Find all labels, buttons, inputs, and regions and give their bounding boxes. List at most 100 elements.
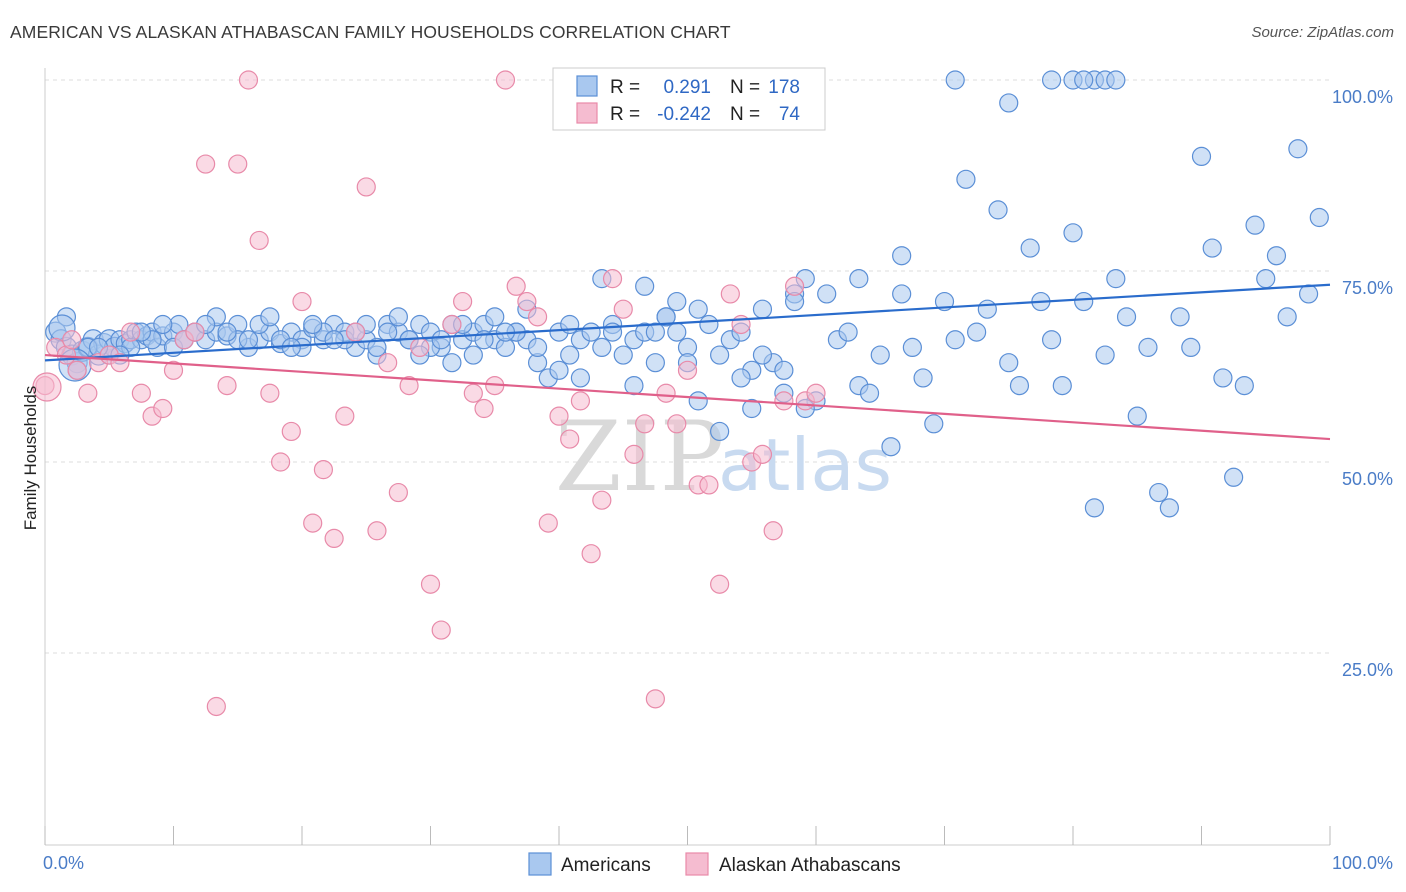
data-point — [549, 360, 569, 380]
data-point — [431, 620, 451, 640]
data-point — [892, 284, 912, 304]
data-point — [206, 696, 226, 717]
data-point — [817, 284, 837, 304]
data-point — [934, 291, 955, 312]
bottom-legend-swatch-athabascans — [685, 852, 709, 876]
data-point — [945, 70, 965, 90]
data-point — [1234, 376, 1254, 396]
data-point — [1309, 207, 1329, 228]
data-point-large — [32, 372, 62, 402]
data-point — [367, 521, 387, 541]
data-point — [67, 360, 87, 380]
data-point — [485, 307, 505, 327]
data-point — [688, 391, 708, 411]
data-point — [495, 70, 516, 90]
data-point — [752, 444, 773, 464]
data-point — [677, 360, 698, 380]
data-point — [442, 353, 462, 373]
data-point — [624, 444, 644, 464]
data-point — [399, 376, 419, 396]
data-point — [656, 307, 676, 327]
data-point — [913, 368, 933, 388]
data-point — [1074, 70, 1094, 90]
data-point — [870, 345, 890, 365]
chart-title: AMERICAN VS ALASKAN ATHABASCAN FAMILY HO… — [10, 22, 731, 42]
data-point — [1041, 70, 1062, 90]
bottom-legend-athabascans: Alaskan Athabascans — [719, 855, 901, 876]
data-point — [838, 322, 858, 342]
data-point — [635, 276, 655, 296]
data-point — [645, 353, 665, 373]
data-point — [527, 337, 548, 357]
y-axis-label: Family Households — [21, 386, 40, 531]
data-point — [335, 406, 355, 426]
data-point — [710, 574, 730, 594]
data-point — [538, 513, 558, 533]
data-point — [988, 200, 1008, 220]
legend-r-value-1: 0.291 — [663, 77, 711, 98]
data-point — [881, 437, 901, 457]
data-point — [688, 299, 708, 319]
data-point — [517, 291, 537, 312]
data-point — [763, 521, 783, 541]
data-point — [581, 544, 601, 564]
data-point — [131, 383, 151, 403]
data-point — [62, 330, 82, 350]
data-point — [656, 383, 676, 403]
data-point — [560, 345, 580, 365]
data-point — [238, 70, 259, 90]
data-point — [260, 307, 280, 327]
data-point — [774, 360, 794, 380]
data-point — [1213, 368, 1233, 388]
data-point — [752, 345, 773, 365]
data-point — [720, 284, 740, 304]
legend-n-label-2: N = — [730, 104, 760, 125]
data-point — [1074, 291, 1094, 312]
bottom-legend: Americans Alaskan Athabascans — [528, 852, 901, 876]
data-point — [1106, 269, 1126, 289]
data-point — [613, 299, 633, 319]
data-point — [163, 360, 184, 380]
bottom-legend-swatch-americans — [528, 852, 552, 876]
data-point — [217, 322, 237, 342]
data-point — [1149, 482, 1169, 503]
data-point — [463, 383, 483, 403]
data-point — [1127, 406, 1147, 426]
data-point — [592, 490, 612, 510]
legend-n-value-1: 178 — [768, 77, 800, 98]
data-point — [185, 322, 205, 342]
data-point — [1009, 376, 1030, 396]
data-point — [1020, 238, 1040, 258]
data-point — [1202, 238, 1222, 258]
data-point — [602, 269, 623, 289]
data-point — [228, 154, 248, 174]
data-point — [710, 345, 730, 365]
data-point — [527, 307, 548, 327]
data-point — [420, 574, 441, 594]
y-tick-label: 50.0% — [1342, 469, 1393, 489]
data-point — [378, 353, 398, 373]
data-point — [1181, 337, 1201, 357]
data-point — [699, 314, 719, 335]
data-point — [303, 513, 323, 533]
data-point — [78, 383, 98, 403]
data-point — [560, 429, 580, 449]
data-point — [1224, 467, 1244, 487]
data-point — [378, 322, 398, 342]
data-point — [667, 322, 687, 342]
data-point — [281, 421, 301, 442]
data-point — [849, 269, 869, 289]
data-point — [238, 330, 259, 350]
data-point — [752, 299, 773, 319]
data-point — [806, 383, 826, 403]
legend-n-value-2: 74 — [779, 104, 801, 125]
data-point — [217, 376, 237, 396]
source-label: Source: ZipAtlas.com — [1251, 24, 1394, 41]
data-point — [1138, 337, 1158, 357]
legend-swatch-athabascans — [576, 102, 598, 124]
data-point — [1191, 146, 1212, 166]
data-point — [945, 330, 965, 350]
data-point — [624, 376, 644, 396]
data-point — [121, 322, 141, 342]
